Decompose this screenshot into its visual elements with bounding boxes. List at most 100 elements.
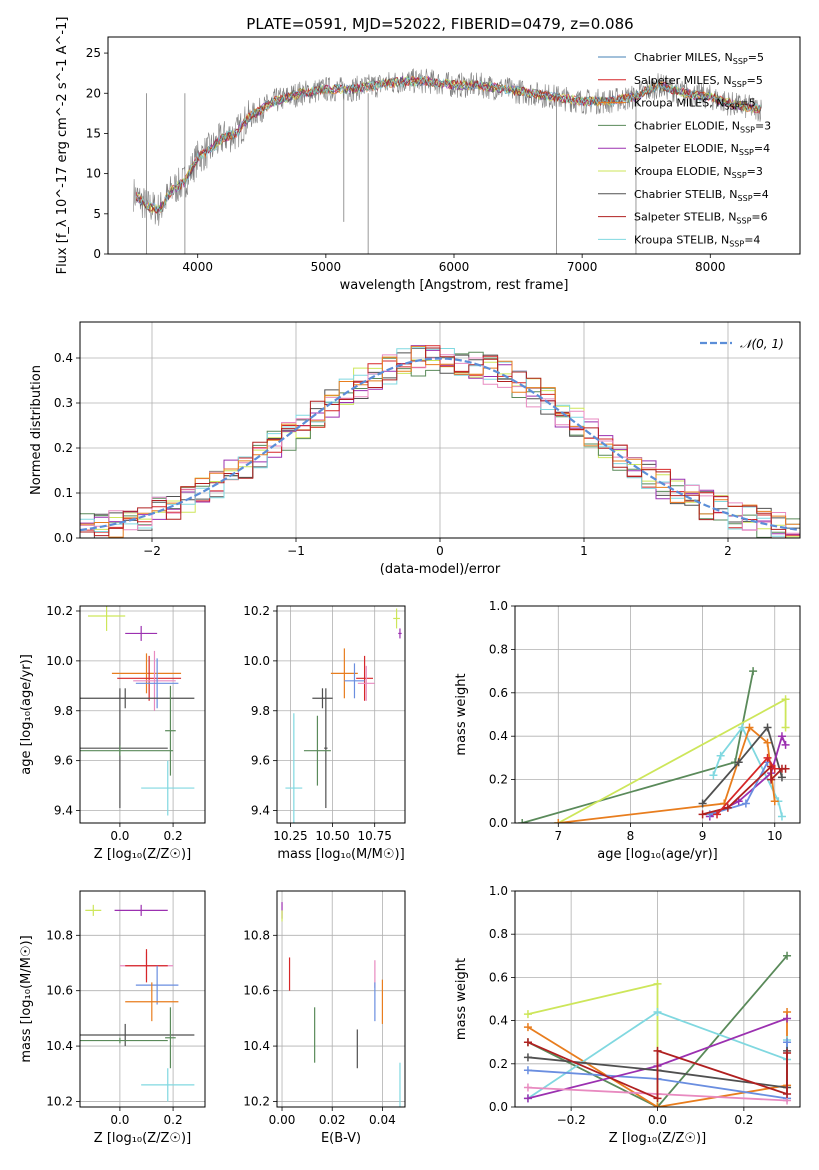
- legend-entry: Salpeter MILES, NSSP=5: [634, 74, 763, 89]
- y-tick-label: 9.6: [54, 754, 73, 768]
- series-marker: [709, 771, 718, 780]
- series-marker: [716, 751, 725, 760]
- x-tick-label: 8000: [695, 260, 726, 274]
- x-tick-label: 9: [699, 829, 707, 843]
- series-marker: [523, 1053, 532, 1062]
- legend-text: Salpeter STELIB, N: [634, 211, 736, 224]
- plots-layer: 4000 5000 6000 7000 80000510152025wavelength…: [19, 17, 801, 1146]
- y-tick-label: 10.0: [243, 654, 270, 668]
- plot-area: [133, 68, 762, 254]
- series-marker: [653, 1094, 662, 1103]
- series-marker: [523, 1083, 532, 1092]
- series-marker: [763, 753, 772, 762]
- legend-entry: Salpeter STELIB, NSSP=6: [634, 211, 768, 226]
- legend-entry: Salpeter ELODIE, NSSP=4: [634, 142, 770, 157]
- model-spectrum-line: [135, 75, 761, 213]
- legend-entry: Kroupa MILES, NSSP=5: [634, 97, 756, 112]
- y-tick-label: 10.4: [46, 1039, 73, 1053]
- y-axis-label: Flux [f_λ 10^-17 erg cm^-2 s^-1 A^-1]: [55, 17, 70, 275]
- y-axis-label: Normed distribution: [29, 365, 44, 495]
- legend-sub: SSP: [732, 171, 747, 180]
- x-tick-label: 0.0: [648, 1113, 667, 1127]
- y-axis-label: mass [log₁₀(M/M☉)]: [19, 935, 34, 1062]
- series-marker: [653, 1046, 662, 1055]
- legend-sub: SSP: [732, 80, 747, 89]
- x-tick-label: 0.2: [164, 829, 183, 843]
- x-tick-label: 10.50: [315, 829, 349, 843]
- x-tick-label: 0.2: [734, 1113, 753, 1127]
- x-tick-label: 0.02: [319, 1113, 346, 1127]
- x-tick-label: 7000: [567, 260, 598, 274]
- legend-tail: =3: [755, 119, 771, 132]
- series-line: [527, 955, 788, 1107]
- series-marker: [523, 1066, 532, 1075]
- y-tick-label: 0.8: [489, 927, 508, 941]
- legend-text: Chabrier ELODIE, N: [634, 119, 740, 132]
- y-axis-label: mass weight: [454, 958, 469, 1040]
- y-tick-label: 0.0: [489, 816, 508, 830]
- legend-sub: SSP: [729, 239, 744, 248]
- legend-tail: =4: [744, 233, 760, 246]
- x-tick-label: 5000: [311, 260, 342, 274]
- axes-frame: [107, 36, 801, 255]
- series-marker: [763, 723, 772, 732]
- y-tick-label: 10.2: [46, 604, 73, 618]
- y-tick-label: 10.6: [46, 984, 73, 998]
- x-tick-label: −1: [287, 544, 305, 558]
- panel-residuals: −2 −1 0 1 2 0.0 0.1 0.2 0.3 0.4 (data-model)/error…: [29, 321, 801, 577]
- series-marker: [777, 812, 786, 821]
- series-marker: [653, 1007, 662, 1016]
- x-axis-label: E(B-V): [321, 1131, 361, 1146]
- series-marker: [783, 951, 792, 960]
- series-marker: [745, 723, 754, 732]
- legend-sub: SSP: [738, 194, 753, 203]
- series-marker: [783, 1014, 792, 1023]
- legend-entry: Kroupa STELIB, NSSP=4: [634, 233, 760, 248]
- series-marker: [763, 738, 772, 747]
- x-tick-label: −2: [143, 544, 161, 558]
- series-marker: [783, 1090, 792, 1099]
- x-tick-label: 0.04: [369, 1113, 396, 1127]
- legend-sub: SSP: [740, 125, 755, 134]
- series-marker: [770, 797, 779, 806]
- series-line: [701, 725, 783, 805]
- series-marker: [741, 799, 750, 808]
- y-tick-label: 0.8: [489, 642, 508, 656]
- y-tick-label: 0.4: [489, 1014, 508, 1028]
- y-tick-label: 5: [93, 207, 101, 221]
- normal-curve: [80, 357, 800, 532]
- x-axis-label: Z [log₁₀(Z/Z☉)]: [609, 1131, 706, 1146]
- legend-sub: SSP: [739, 148, 754, 157]
- legend-tail: =3: [747, 165, 763, 178]
- x-tick-label: 0.0: [110, 829, 129, 843]
- legend-text: Salpeter MILES, N: [634, 74, 732, 87]
- series-marker: [723, 803, 732, 812]
- y-tick-label: 0.2: [54, 441, 73, 455]
- y-tick-label: 0.2: [489, 1057, 508, 1071]
- series-marker: [781, 740, 790, 749]
- y-tick-label: 10.8: [243, 928, 270, 942]
- series-marker: [767, 775, 776, 784]
- y-tick-label: 9.8: [54, 704, 73, 718]
- x-tick-label: 0.2: [164, 1113, 183, 1127]
- x-tick-label: 7: [554, 829, 562, 843]
- y-tick-label: 0.6: [489, 686, 508, 700]
- series-marker: [698, 799, 707, 808]
- series-marker: [523, 1094, 532, 1103]
- y-tick-label: 10.6: [243, 984, 270, 998]
- y-tick-label: 0.0: [54, 531, 73, 545]
- plot-area: [515, 891, 800, 1107]
- panel-age_vs_mass: 10.25 10.50 10.75 9.4 9.6 9.8 10.0 10.2 mass [lo…: [243, 604, 406, 862]
- y-tick-label: 10.2: [46, 1094, 73, 1108]
- axes-frame: [276, 605, 406, 824]
- x-tick-label: 10.25: [273, 829, 307, 843]
- x-axis-label: wavelength [Angstrom, rest frame]: [340, 278, 569, 293]
- series-marker: [738, 723, 747, 732]
- x-tick-label: −0.2: [557, 1113, 586, 1127]
- y-tick-label: 0.6: [489, 970, 508, 984]
- x-axis-label: mass [log₁₀(M/M☉)]: [277, 847, 404, 862]
- y-tick-label: 10.4: [243, 1039, 270, 1053]
- y-axis-label: age [log₁₀(age/yr)]: [19, 654, 34, 775]
- y-tick-label: 1.0: [489, 599, 508, 613]
- x-tick-label: 6000: [439, 260, 470, 274]
